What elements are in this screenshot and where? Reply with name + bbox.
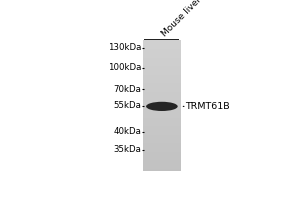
Text: 35kDa: 35kDa <box>113 145 141 154</box>
FancyBboxPatch shape <box>143 40 145 171</box>
FancyBboxPatch shape <box>143 40 145 171</box>
FancyBboxPatch shape <box>143 40 145 171</box>
FancyBboxPatch shape <box>143 40 145 171</box>
Text: 100kDa: 100kDa <box>108 63 141 72</box>
Text: 130kDa: 130kDa <box>108 43 141 52</box>
Text: Mouse liver: Mouse liver <box>160 0 203 39</box>
FancyBboxPatch shape <box>143 40 145 171</box>
FancyBboxPatch shape <box>143 40 145 171</box>
FancyBboxPatch shape <box>145 39 179 40</box>
FancyBboxPatch shape <box>143 40 145 171</box>
FancyBboxPatch shape <box>143 40 145 171</box>
Ellipse shape <box>145 98 178 115</box>
Text: 70kDa: 70kDa <box>113 85 141 94</box>
Text: 40kDa: 40kDa <box>113 127 141 136</box>
FancyBboxPatch shape <box>143 40 145 171</box>
Text: 55kDa: 55kDa <box>113 101 141 110</box>
FancyBboxPatch shape <box>143 40 145 171</box>
FancyBboxPatch shape <box>143 40 145 171</box>
Ellipse shape <box>146 102 178 111</box>
FancyBboxPatch shape <box>143 40 145 171</box>
FancyBboxPatch shape <box>143 40 145 171</box>
Text: TRMT61B: TRMT61B <box>185 102 230 111</box>
